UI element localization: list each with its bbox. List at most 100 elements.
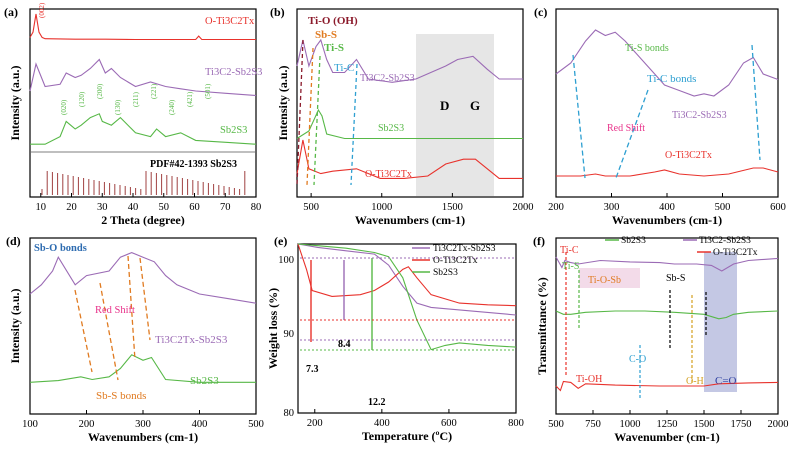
- c-dash-0: [572, 54, 586, 179]
- ylabel-b: Intensity (a.u.): [276, 65, 290, 140]
- ticklabel-d-1: 200: [79, 419, 95, 430]
- e-ytick-1: 90: [284, 329, 295, 340]
- f-annot-o-h: O-H: [686, 376, 704, 387]
- ticklabel-a-2: 30: [97, 202, 108, 213]
- d-dash-3: [139, 257, 151, 341]
- e-annot-122: 12.2: [368, 397, 386, 408]
- ticklabel-b-2: 1500: [442, 202, 463, 213]
- ticklabel-d-0: 100: [22, 419, 38, 430]
- d-annot-sb-s: Sb-S bonds: [96, 390, 146, 402]
- d-dash-2: [127, 255, 136, 361]
- ticklabel-a-7: 80: [251, 202, 262, 213]
- ylabel-e: Weight loss (%): [266, 288, 280, 369]
- ticklabel-b-0: 500: [303, 202, 319, 213]
- c-dash-1: [615, 89, 649, 179]
- e-legend-2: Sb2S3: [433, 268, 458, 278]
- b-annot-ti-c: Ti-C: [334, 62, 354, 74]
- e-legend-1: O-Ti3C2Tx: [433, 256, 478, 266]
- d-dash-0: [74, 289, 93, 373]
- panel-b-dg-region: [416, 34, 494, 196]
- d-label-sb2s3: Sb2S3: [190, 375, 219, 387]
- f-annot-c-eq-o: C=O: [715, 375, 737, 387]
- a-hkl-6: (240): [168, 99, 176, 115]
- e-legend-0: Ti3C2Tx-Sb2S3: [433, 244, 496, 254]
- a-hkl-0: (020): [60, 99, 68, 115]
- series-d-0: [29, 252, 257, 304]
- series-c-0: [555, 29, 779, 97]
- panel-letter-d: (d): [6, 234, 21, 248]
- ticklabel-c-3: 500: [715, 202, 731, 213]
- panel-letter-e: (e): [274, 234, 287, 248]
- panel-b-frame: [296, 8, 524, 198]
- ticklabel-f-5: 1750: [731, 419, 752, 430]
- a-hkl-7: (421): [186, 91, 194, 107]
- ticklabel-b-1: 1000: [371, 202, 392, 213]
- c-annot-ti-s: Ti-S bonds: [625, 43, 669, 54]
- c-annot-ti-c: Ti-C bonds: [647, 73, 696, 85]
- a-hkl-5: (221): [150, 83, 158, 99]
- series-b-2: [296, 139, 523, 179]
- panel-e-frame: [297, 243, 517, 414]
- series-d-1: [29, 354, 256, 383]
- ticklabel-f-6: 2000: [768, 419, 789, 430]
- ticklabel-c-2: 400: [659, 202, 675, 213]
- xlabel-b: Wavenumbers (cm-1): [355, 213, 465, 227]
- d-label-ti3c2tx-sb2s3: Ti3C2Tx-Sb2S3: [155, 334, 228, 346]
- b-label-o-ti3c2tx: O-Ti3C2Tx: [365, 169, 412, 180]
- ticklabel-e-2: 600: [441, 418, 457, 429]
- c-annot-redshift: Red Shift: [607, 123, 645, 134]
- series-a-2: [30, 113, 257, 145]
- a-peak-002: (002): [38, 2, 46, 18]
- c-label-o-ti3c2tx: O-Ti3C2Tx: [665, 150, 712, 161]
- b-dash-1: [306, 47, 314, 186]
- series-e-0: [297, 243, 517, 316]
- xlabel-f: Wavenumber (cm-1): [614, 430, 719, 444]
- d-annot-redshift: Red Shift: [95, 305, 135, 316]
- b-annot-sb-s: Sb-S: [315, 29, 337, 41]
- xlabel-a: 2 Theta (degree): [101, 213, 185, 227]
- series-a-0: [29, 13, 256, 41]
- xlabel-c: Wavenumbers (cm-1): [612, 213, 722, 227]
- e-annot-73: 7.3: [306, 364, 319, 375]
- ticklabel-c-4: 600: [770, 202, 786, 213]
- a-hkl-1: (120): [78, 91, 86, 107]
- series-f-0: [555, 310, 779, 320]
- a-hkl-3: (130): [114, 99, 122, 115]
- b-dash-0: [296, 39, 304, 186]
- a-label-pdf: PDF#42-1393 Sb2S3: [150, 159, 237, 170]
- panel-letter-c: (c): [534, 5, 547, 19]
- e-ytick-0: 100: [278, 255, 294, 266]
- series-b-1: [296, 108, 523, 140]
- ticklabel-f-2: 1000: [620, 419, 641, 430]
- ticklabel-f-3: 1250: [657, 419, 678, 430]
- a-label-ti3c2-sb2s3: Ti3C2-Sb2S3: [205, 67, 262, 78]
- ylabel-f: Transmittance (%): [535, 277, 549, 374]
- ticklabel-d-3: 400: [192, 419, 208, 430]
- ticklabel-d-2: 300: [135, 419, 151, 430]
- panel-letter-a: (a): [4, 5, 18, 19]
- ticklabel-e-3: 800: [508, 418, 524, 429]
- ticklabel-a-3: 40: [128, 202, 139, 213]
- b-label-sb2s3: Sb2S3: [378, 123, 404, 134]
- series-b-0: [296, 38, 523, 83]
- panel-f-frame: [555, 237, 779, 415]
- ylabel-a: Intensity (a.u.): [8, 65, 22, 140]
- series-e-1: [297, 243, 517, 307]
- d-dash-1: [99, 282, 119, 381]
- a-hkl-2: (200): [96, 83, 104, 99]
- a-label-o-ti3c2tx: O-Ti3C2Tx: [205, 16, 255, 27]
- a-label-sb2s3: Sb2S3: [220, 125, 247, 136]
- d-annot-sb-o: Sb-O bonds: [34, 243, 87, 254]
- b-dash-2: [313, 55, 321, 186]
- f-annot-ti-c: Ti-C: [560, 245, 579, 256]
- series-c-1: [556, 167, 779, 177]
- series-a-1: [29, 58, 257, 97]
- b-label-ti3c2-sb2s3: Ti3C2-Sb2S3: [360, 73, 415, 84]
- panel-f-tiosb-region: [579, 268, 640, 288]
- b-annot-d: D: [440, 98, 449, 113]
- b-annot-ti-s: Ti-S: [324, 42, 344, 54]
- ticklabel-c-1: 300: [604, 202, 620, 213]
- b-annot-g: G: [470, 98, 480, 113]
- panel-a-frame: [29, 8, 257, 198]
